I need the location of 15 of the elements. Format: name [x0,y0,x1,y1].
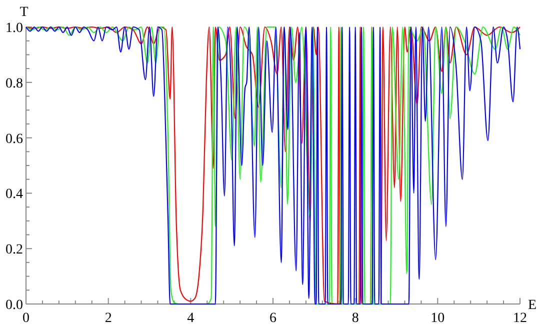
y-tick-label: 0.8 [6,76,23,92]
x-axis-title: E [528,298,537,313]
x-tick-label: 6 [270,311,276,326]
x-tick-label: 0 [22,311,30,326]
y-tick-label: 1.0 [6,21,23,36]
y-tick-label: 0.2 [6,242,23,258]
x-tick-label: 12 [513,311,527,326]
y-tick-label: 0.4 [6,187,23,202]
y-axis-title: T [20,5,29,20]
y-tick-label: 0.0 [6,298,23,313]
x-tick-label: 10 [430,311,445,326]
x-tick-label: 8 [352,311,359,326]
y-tick-label: 0.6 [6,132,23,147]
x-tick-label: 2 [104,311,112,326]
x-tick-label: 4 [187,311,194,326]
